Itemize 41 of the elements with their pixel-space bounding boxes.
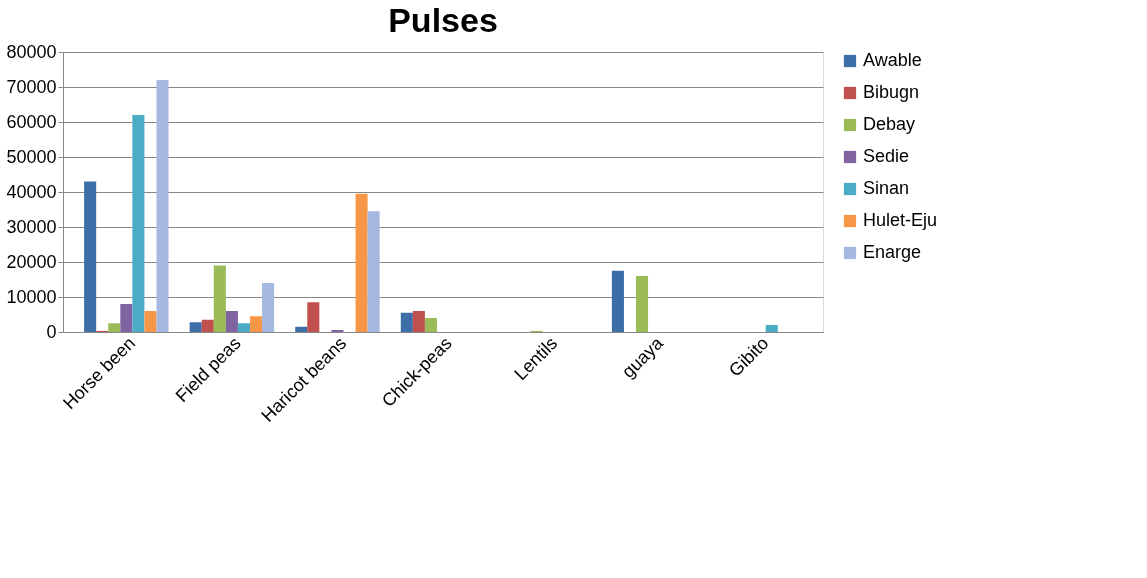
bar <box>636 276 649 332</box>
y-tick-label: 10000 <box>6 286 57 307</box>
bar <box>424 318 437 332</box>
legend-label: Sedie <box>863 146 910 166</box>
bar <box>213 265 226 332</box>
bar <box>156 80 169 332</box>
legend-label: Sinan <box>863 178 910 198</box>
bar <box>201 319 214 332</box>
y-tick-label: 50000 <box>6 146 57 167</box>
legend-label: Awable <box>863 50 922 70</box>
y-tick-label: 80000 <box>6 41 57 62</box>
bar <box>108 323 121 332</box>
bar <box>262 283 275 332</box>
bar <box>307 302 320 332</box>
bar <box>611 270 624 332</box>
chart-title: Pulses <box>388 1 498 39</box>
legend-label: Enarge <box>863 242 922 262</box>
bar <box>189 322 202 332</box>
bar <box>249 316 263 332</box>
bar <box>237 323 250 332</box>
bar <box>295 326 308 332</box>
bar <box>400 312 413 332</box>
bar <box>765 325 778 332</box>
bar <box>412 311 425 332</box>
bar <box>144 311 157 332</box>
y-tick-label: 20000 <box>6 251 57 272</box>
y-tick-label: 40000 <box>6 181 57 202</box>
bar <box>225 311 238 332</box>
legend-label: Bibugn <box>863 82 920 102</box>
bar <box>84 181 97 332</box>
legend-label: Debay <box>863 114 916 134</box>
bar <box>355 193 368 332</box>
bar <box>120 304 133 332</box>
bar <box>367 211 380 332</box>
bar <box>132 115 145 332</box>
y-tick-label: 70000 <box>6 76 57 97</box>
y-tick-label: 0 <box>46 321 57 342</box>
y-tick-label: 60000 <box>6 111 57 132</box>
y-tick-label: 30000 <box>6 216 57 237</box>
bar <box>331 329 344 332</box>
legend-label: Hulet-Eju <box>863 210 938 230</box>
